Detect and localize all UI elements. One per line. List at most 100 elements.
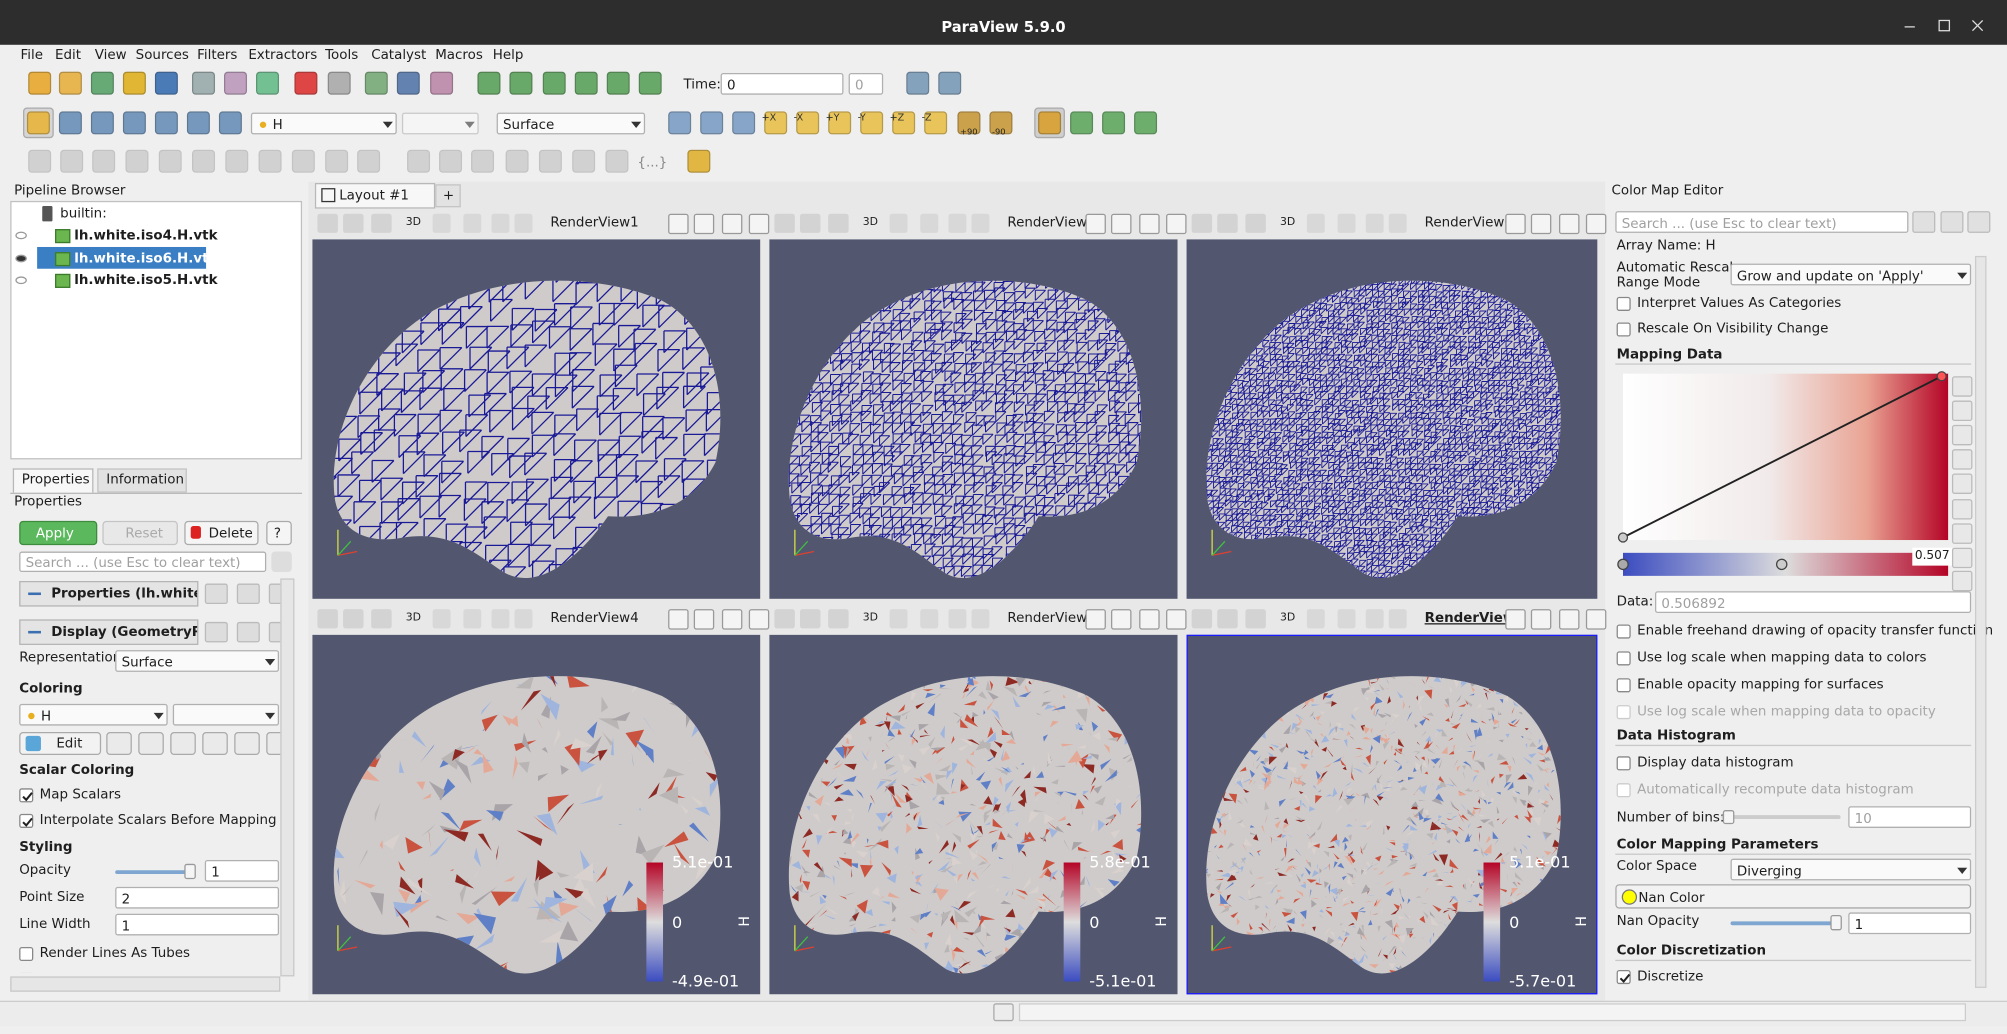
view-button[interactable] xyxy=(1111,213,1132,235)
view-tool[interactable] xyxy=(343,213,364,233)
help-button[interactable] xyxy=(266,520,292,546)
view-button[interactable] xyxy=(1139,609,1160,630)
slider-handle[interactable] xyxy=(1830,914,1842,931)
visibility-eye[interactable] xyxy=(15,254,27,262)
tool-icon[interactable] xyxy=(687,149,711,173)
view-tool[interactable] xyxy=(317,213,338,233)
tool-icon[interactable] xyxy=(1102,111,1126,135)
view-tool[interactable] xyxy=(971,213,990,233)
tool-icon[interactable] xyxy=(186,111,210,135)
search-box[interactable]: Search ... (use Esc to clear text) xyxy=(19,551,267,573)
tool-icon[interactable] xyxy=(258,149,282,173)
tab[interactable] xyxy=(97,468,187,493)
tool-icon[interactable] xyxy=(407,149,431,173)
apply-button[interactable] xyxy=(19,520,98,546)
representation-combo[interactable]: Surface xyxy=(115,650,280,672)
checkbox[interactable] xyxy=(1616,624,1631,639)
tool-icon[interactable] xyxy=(860,111,884,135)
tool-icon[interactable] xyxy=(906,71,930,95)
checkbox[interactable] xyxy=(1616,756,1631,771)
side-button[interactable] xyxy=(1951,424,1973,446)
view-button[interactable] xyxy=(721,213,743,235)
view-tool[interactable] xyxy=(317,609,338,629)
view-tool[interactable] xyxy=(799,213,821,233)
tool-icon[interactable] xyxy=(396,71,420,95)
number-input[interactable]: 2 xyxy=(115,886,280,909)
view-tool[interactable] xyxy=(1365,609,1384,629)
tool-icon[interactable] xyxy=(58,111,82,135)
tool-icon[interactable] xyxy=(732,111,756,135)
visibility-eye[interactable] xyxy=(15,232,27,240)
coloring-button[interactable] xyxy=(138,731,164,756)
tool-icon[interactable] xyxy=(572,149,596,173)
tool-icon[interactable] xyxy=(191,71,216,95)
tool-icon[interactable] xyxy=(28,71,52,95)
checkbox[interactable] xyxy=(19,813,34,828)
component-combo[interactable] xyxy=(172,703,280,726)
view-button[interactable] xyxy=(1139,213,1160,235)
menu-item[interactable]: Filters xyxy=(197,47,238,63)
view-button[interactable] xyxy=(1085,213,1106,235)
side-button[interactable] xyxy=(1951,523,1973,544)
view-tool[interactable] xyxy=(1388,213,1407,233)
view-button[interactable] xyxy=(668,213,689,235)
side-button[interactable] xyxy=(1951,449,1973,470)
section-button[interactable] xyxy=(236,583,260,605)
menu-item[interactable]: Edit xyxy=(55,47,82,63)
view-button[interactable] xyxy=(1166,213,1187,235)
view-tool[interactable] xyxy=(1217,609,1238,629)
slider-handle[interactable] xyxy=(184,863,196,880)
array-combo[interactable]: H xyxy=(250,112,397,135)
tool-icon[interactable] xyxy=(430,71,454,95)
tool-icon[interactable] xyxy=(700,111,724,135)
checkbox[interactable] xyxy=(1616,783,1631,798)
view-button[interactable] xyxy=(1585,213,1607,235)
view-tool[interactable] xyxy=(463,213,482,233)
tool-icon[interactable] xyxy=(668,111,692,135)
bins-input[interactable]: 10 xyxy=(1848,806,1972,828)
view-button[interactable] xyxy=(668,609,689,630)
tool-icon[interactable] xyxy=(924,111,948,135)
nan-color-button[interactable]: Nan Color xyxy=(1615,884,1972,909)
time-input[interactable]: 0 xyxy=(720,72,844,95)
menu-item[interactable]: Sources xyxy=(135,47,189,63)
view-tool[interactable] xyxy=(432,609,451,629)
tool-icon[interactable] xyxy=(60,149,84,173)
tool-icon[interactable] xyxy=(509,71,533,95)
view-button[interactable] xyxy=(748,609,770,630)
view-tool[interactable] xyxy=(920,609,939,629)
tool-icon[interactable] xyxy=(125,149,149,173)
view-button[interactable] xyxy=(1585,609,1607,630)
editor-button[interactable] xyxy=(1912,211,1936,233)
visibility-eye[interactable] xyxy=(15,276,27,284)
view-button[interactable] xyxy=(721,609,743,630)
tool-icon[interactable] xyxy=(957,111,981,135)
checkbox[interactable] xyxy=(1616,678,1631,693)
view-tool[interactable] xyxy=(1337,609,1356,629)
view-tool[interactable] xyxy=(1306,609,1325,629)
coloring-button[interactable] xyxy=(170,731,196,756)
view-tool[interactable] xyxy=(432,213,451,233)
view-tool[interactable] xyxy=(371,609,392,629)
view-button[interactable] xyxy=(693,213,715,235)
tool-icon[interactable] xyxy=(90,71,114,95)
tool-icon[interactable] xyxy=(764,111,788,135)
view-button[interactable] xyxy=(1559,213,1580,235)
tool-icon[interactable] xyxy=(291,149,315,173)
view-button[interactable] xyxy=(1166,609,1187,630)
coloring-button[interactable] xyxy=(106,731,132,756)
view-tool[interactable] xyxy=(889,609,908,629)
component-combo[interactable] xyxy=(401,112,479,135)
view-tool[interactable] xyxy=(343,609,364,629)
side-button[interactable] xyxy=(1951,400,1973,422)
nan-opacity-input[interactable]: 1 xyxy=(1848,912,1972,935)
tool-icon[interactable] xyxy=(26,111,50,135)
view-button[interactable] xyxy=(1530,213,1552,235)
view-tool[interactable] xyxy=(920,213,939,233)
view-tool[interactable] xyxy=(491,213,510,233)
view-tool[interactable] xyxy=(1245,213,1266,233)
view-button[interactable] xyxy=(748,213,770,235)
tool-icon[interactable] xyxy=(58,71,82,95)
data-input[interactable]: 0.506892 xyxy=(1655,591,1972,613)
checkbox[interactable] xyxy=(19,788,34,803)
